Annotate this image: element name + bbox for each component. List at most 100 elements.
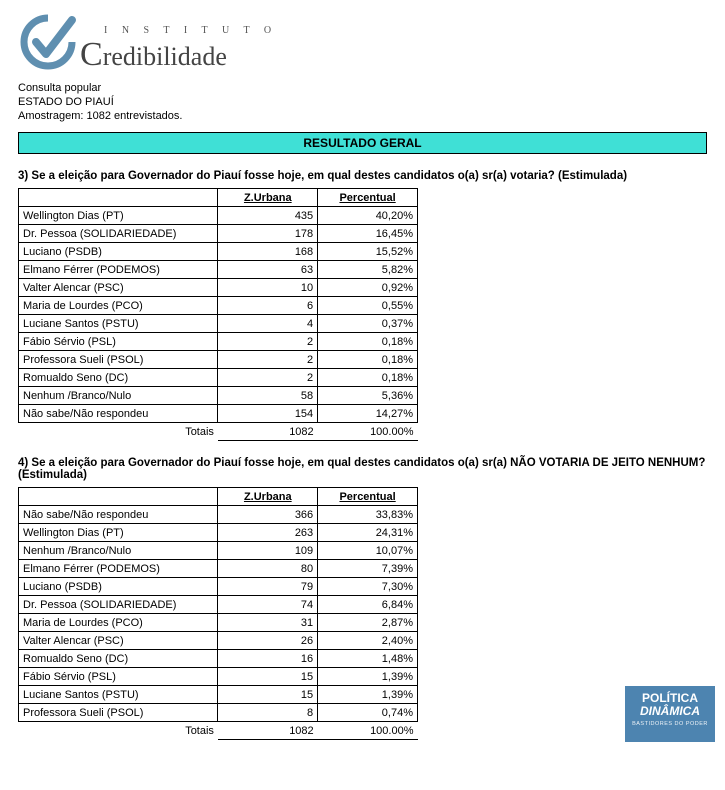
row-percentual: 24,31% xyxy=(318,524,418,542)
row-zurbana: 63 xyxy=(218,261,318,279)
row-zurbana: 263 xyxy=(218,524,318,542)
table-row: Maria de Lourdes (PCO)60,55% xyxy=(19,297,418,315)
table-row: Luciano (PSDB)797,30% xyxy=(19,578,418,596)
row-percentual: 40,20% xyxy=(318,207,418,225)
row-percentual: 5,82% xyxy=(318,261,418,279)
row-label: Fábio Sérvio (PSL) xyxy=(19,668,218,686)
table-row: Luciane Santos (PSTU)151,39% xyxy=(19,686,418,704)
question-3-table: Z.Urbana Percentual Wellington Dias (PT)… xyxy=(18,188,418,441)
total-p: 100.00% xyxy=(318,722,418,740)
question-4-body: Não sabe/Não respondeu36633,83% Wellingto… xyxy=(19,506,418,722)
row-label: Romualdo Seno (DC) xyxy=(19,650,218,668)
row-zurbana: 2 xyxy=(218,351,318,369)
row-label: Elmano Férrer (PODEMOS) xyxy=(19,261,218,279)
row-label: Luciane Santos (PSTU) xyxy=(19,315,218,333)
row-percentual: 0,18% xyxy=(318,333,418,351)
row-zurbana: 168 xyxy=(218,243,318,261)
table-row: Romualdo Seno (DC)161,48% xyxy=(19,650,418,668)
row-percentual: 0,55% xyxy=(318,297,418,315)
row-zurbana: 366 xyxy=(218,506,318,524)
logo-institute-label: I N S T I T U T O xyxy=(104,26,277,36)
question-3-body: Wellington Dias (PT)43540,20%Dr. Pessoa … xyxy=(19,207,418,423)
table-row: Dr. Pessoa (SOLIDARIEDADE)746,84% xyxy=(19,596,418,614)
row-percentual: 0,18% xyxy=(318,369,418,387)
table-row: Dr. Pessoa (SOLIDARIEDADE)17816,45% xyxy=(19,225,418,243)
row-label: Luciane Santos (PSTU) xyxy=(19,686,218,704)
row-zurbana: 6 xyxy=(218,297,318,315)
row-percentual: 1,48% xyxy=(318,650,418,668)
row-label: Valter Alencar (PSC) xyxy=(19,632,218,650)
row-percentual: 14,27% xyxy=(318,405,418,423)
row-percentual: 0,37% xyxy=(318,315,418,333)
row-zurbana: 4 xyxy=(218,315,318,333)
table-row: Valter Alencar (PSC)100,92% xyxy=(19,279,418,297)
row-percentual: 0,74% xyxy=(318,704,418,722)
row-label: Não sabe/Não respondeu xyxy=(19,405,218,423)
row-zurbana: 2 xyxy=(218,333,318,351)
table-row: Fábio Sérvio (PSL)20,18% xyxy=(19,333,418,351)
table-row: Não sabe/Não respondeu15414,27% xyxy=(19,405,418,423)
row-label: Wellington Dias (PT) xyxy=(19,207,218,225)
table-row: Luciano (PSDB)16815,52% xyxy=(19,243,418,261)
row-label: Maria de Lourdes (PCO) xyxy=(19,614,218,632)
logo-block: I N S T I T U T O Credibilidade xyxy=(18,12,707,72)
table-row: Professora Sueli (PSOL)80,74% xyxy=(19,704,418,722)
meta-amostragem: Amostragem: 1082 entrevistados. xyxy=(18,110,707,122)
row-percentual: 33,83% xyxy=(318,506,418,524)
row-zurbana: 154 xyxy=(218,405,318,423)
row-zurbana: 435 xyxy=(218,207,318,225)
row-label: Wellington Dias (PT) xyxy=(19,524,218,542)
col-blank xyxy=(19,189,218,207)
row-percentual: 2,40% xyxy=(318,632,418,650)
row-percentual: 16,45% xyxy=(318,225,418,243)
row-label: Dr. Pessoa (SOLIDARIEDADE) xyxy=(19,225,218,243)
row-zurbana: 79 xyxy=(218,578,318,596)
row-percentual: 0,18% xyxy=(318,351,418,369)
row-label: Nenhum /Branco/Nulo xyxy=(19,542,218,560)
table-row: Fábio Sérvio (PSL)151,39% xyxy=(19,668,418,686)
row-percentual: 1,39% xyxy=(318,686,418,704)
row-label: Romualdo Seno (DC) xyxy=(19,369,218,387)
row-percentual: 10,07% xyxy=(318,542,418,560)
row-label: Dr. Pessoa (SOLIDARIEDADE) xyxy=(19,596,218,614)
row-percentual: 2,87% xyxy=(318,614,418,632)
table-row: Nenhum /Branco/Nulo585,36% xyxy=(19,387,418,405)
row-label: Fábio Sérvio (PSL) xyxy=(19,333,218,351)
row-label: Maria de Lourdes (PCO) xyxy=(19,297,218,315)
meta-consulta: Consulta popular xyxy=(18,82,707,94)
row-label: Luciano (PSDB) xyxy=(19,243,218,261)
row-percentual: 7,30% xyxy=(318,578,418,596)
row-label: Não sabe/Não respondeu xyxy=(19,506,218,524)
row-zurbana: 15 xyxy=(218,668,318,686)
table-row: Nenhum /Branco/Nulo10910,07% xyxy=(19,542,418,560)
row-percentual: 6,84% xyxy=(318,596,418,614)
row-zurbana: 178 xyxy=(218,225,318,243)
question-3-text: 3) Se a eleição para Governador do Piauí… xyxy=(18,170,707,182)
total-z: 1082 xyxy=(218,423,318,441)
watermark-sub: BASTIDORES DO PODER xyxy=(625,721,715,727)
col-percentual: Percentual xyxy=(318,488,418,506)
totals-label: Totais xyxy=(19,423,218,441)
row-percentual: 0,92% xyxy=(318,279,418,297)
watermark-logo: POLÍTICA DINÂMICA BASTIDORES DO PODER xyxy=(625,686,715,742)
row-zurbana: 8 xyxy=(218,704,318,722)
survey-meta: Consulta popular ESTADO DO PIAUÍ Amostra… xyxy=(18,82,707,122)
row-label: Luciano (PSDB) xyxy=(19,578,218,596)
row-label: Professora Sueli (PSOL) xyxy=(19,351,218,369)
table-row: Wellington Dias (PT)43540,20% xyxy=(19,207,418,225)
total-z: 1082 xyxy=(218,722,318,740)
row-zurbana: 10 xyxy=(218,279,318,297)
row-label: Elmano Férrer (PODEMOS) xyxy=(19,560,218,578)
row-percentual: 7,39% xyxy=(318,560,418,578)
watermark-line2: DINÂMICA xyxy=(625,705,715,718)
row-zurbana: 15 xyxy=(218,686,318,704)
totals-label: Totais xyxy=(19,722,218,740)
row-zurbana: 74 xyxy=(218,596,318,614)
table-row: Elmano Férrer (PODEMOS)635,82% xyxy=(19,261,418,279)
question-4-total-row: Totais 1082 100.00% xyxy=(19,722,418,740)
row-zurbana: 26 xyxy=(218,632,318,650)
result-banner: RESULTADO GERAL xyxy=(18,132,707,154)
total-p: 100.00% xyxy=(318,423,418,441)
question-4-table: Z.Urbana Percentual Não sabe/Não respond… xyxy=(18,487,418,740)
table-row: Luciane Santos (PSTU)40,37% xyxy=(19,315,418,333)
